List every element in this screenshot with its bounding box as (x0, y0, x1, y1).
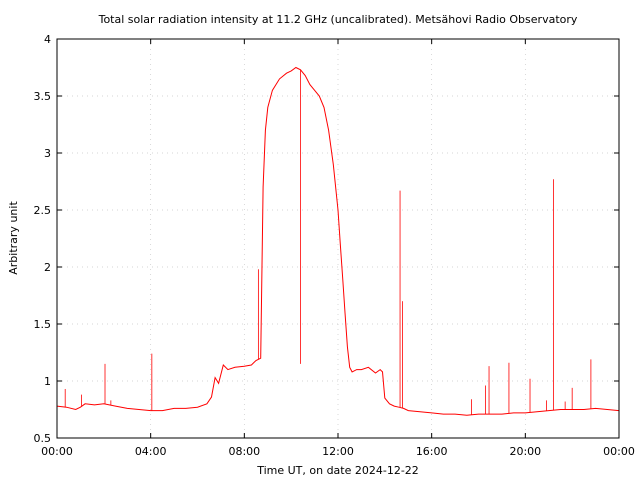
chart-title: Total solar radiation intensity at 11.2 … (98, 13, 578, 26)
x-tick-label: 08:00 (228, 445, 260, 458)
x-axis-label: Time UT, on date 2024-12-22 (256, 464, 419, 477)
y-tick-label: 2 (44, 261, 51, 274)
y-tick-label: 1.5 (34, 318, 52, 331)
y-axis-label: Arbitrary unit (7, 201, 20, 275)
x-tick-label: 16:00 (416, 445, 448, 458)
x-tick-label: 00:00 (603, 445, 635, 458)
x-tick-label: 04:00 (135, 445, 167, 458)
y-tick-label: 0.5 (34, 432, 52, 445)
y-tick-label: 3 (44, 147, 51, 160)
y-tick-label: 2.5 (34, 204, 52, 217)
series-line (56, 66, 620, 416)
plot-frame (56, 38, 620, 439)
grid (57, 39, 619, 438)
y-tick-label: 3.5 (34, 90, 52, 103)
x-tick-label: 00:00 (41, 445, 73, 458)
plot-area (56, 66, 620, 416)
y-tick-label: 4 (44, 33, 51, 46)
x-tick-label: 20:00 (509, 445, 541, 458)
y-tick-label: 1 (44, 375, 51, 388)
axes: 00:00 04:00 08:00 12:00 16:00 20:00 00:000.511… (34, 33, 635, 458)
x-tick-label: 12:00 (322, 445, 354, 458)
